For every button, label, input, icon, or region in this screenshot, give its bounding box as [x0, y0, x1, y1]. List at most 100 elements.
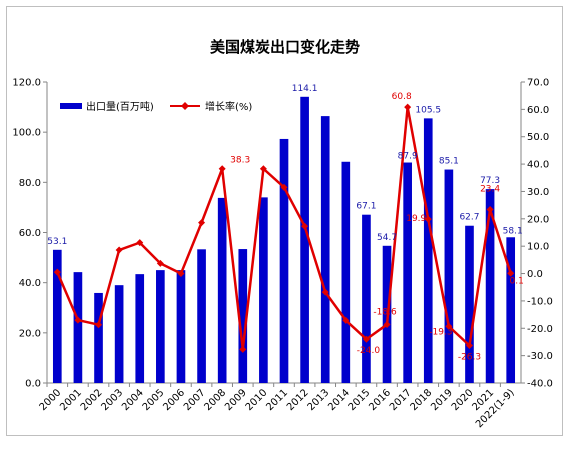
growth-rate-point — [156, 259, 164, 267]
bar — [135, 274, 145, 383]
x-tick-label: 2012 — [285, 387, 311, 413]
bar — [485, 189, 495, 383]
rate-data-label: -24.0 — [357, 346, 381, 356]
growth-rate-point — [74, 316, 82, 324]
left-tick-label: 100.0 — [12, 128, 41, 139]
left-tick-label: 20.0 — [19, 328, 41, 339]
rate-data-label: 19.9 — [406, 214, 426, 224]
bar — [114, 285, 124, 383]
x-tick-label: 2008 — [203, 387, 229, 413]
growth-rate-point — [321, 288, 329, 296]
rate-data-label: 23.4 — [480, 185, 500, 195]
right-tick-label: 60.0 — [527, 105, 549, 116]
growth-rate-point — [383, 320, 391, 328]
growth-rate-point — [115, 246, 123, 254]
bar-data-label: 77.3 — [480, 176, 500, 186]
bar — [423, 118, 433, 383]
bar — [52, 249, 62, 383]
bar-data-label: 53.1 — [47, 237, 67, 247]
growth-rate-point — [301, 222, 309, 230]
bar — [217, 197, 227, 383]
bar — [94, 292, 103, 383]
bar-data-label: 114.1 — [292, 84, 318, 94]
bar — [156, 270, 165, 383]
x-tick-label: 2020 — [450, 387, 476, 413]
x-tick-label: 2010 — [244, 387, 270, 413]
bar — [259, 197, 268, 383]
x-tick-label: 2018 — [409, 387, 435, 413]
left-tick-label: 80.0 — [19, 178, 41, 189]
legend-line-marker — [181, 102, 189, 110]
right-tick-label: -10.0 — [527, 296, 553, 307]
right-tick-label: 40.0 — [527, 160, 549, 171]
bar-data-label: 85.1 — [439, 157, 459, 167]
bar — [403, 162, 412, 383]
bar — [176, 270, 186, 383]
x-tick-label: 2015 — [347, 387, 373, 413]
x-tick-label: 2011 — [264, 387, 290, 413]
x-tick-label: 2016 — [367, 387, 393, 413]
x-tick-label: 2014 — [326, 387, 352, 413]
left-tick-label: 120.0 — [12, 78, 41, 89]
bar-data-label: 62.7 — [459, 213, 479, 223]
bar — [73, 272, 83, 383]
growth-rate-point — [198, 219, 206, 227]
bar — [465, 225, 474, 383]
left-tick-label: 60.0 — [19, 228, 41, 239]
legend-bar-swatch — [60, 103, 82, 109]
x-tick-label: 2002 — [79, 387, 105, 413]
growth-rate-point — [53, 268, 61, 276]
bar-data-label: 87.9 — [398, 152, 418, 162]
bar — [362, 214, 371, 383]
x-tick-label: 2004 — [120, 387, 146, 413]
growth-rate-point — [239, 345, 247, 353]
rate-data-label: 60.8 — [392, 92, 412, 102]
bar — [506, 237, 516, 383]
rate-data-label: 0.1 — [510, 276, 524, 286]
bar — [300, 96, 309, 383]
bar-data-label: 54.7 — [377, 233, 397, 243]
growth-rate-point — [424, 215, 432, 223]
growth-rate-point — [95, 321, 103, 329]
legend-line-label: 增长率(%) — [205, 100, 252, 113]
right-tick-label: 70.0 — [527, 78, 549, 89]
growth-rate-point — [486, 206, 494, 214]
rate-data-label: -26.3 — [458, 353, 481, 363]
bar-data-label: 105.5 — [415, 105, 441, 115]
legend-bar-label: 出口量(百万吨) — [86, 100, 154, 113]
x-tick-label: 2006 — [161, 387, 187, 413]
bar — [238, 249, 248, 383]
growth-rate-point — [404, 103, 412, 111]
growth-rate-point — [507, 269, 515, 277]
growth-rate-point — [342, 316, 350, 324]
right-tick-label: 10.0 — [527, 242, 549, 253]
chart-frame — [6, 6, 563, 436]
bar — [444, 169, 454, 383]
growth-rate-point — [445, 322, 453, 330]
bar — [197, 249, 206, 383]
right-tick-label: 30.0 — [527, 187, 549, 198]
growth-rate-point — [136, 239, 144, 247]
rate-data-label: 38.3 — [230, 156, 250, 166]
x-tick-label: 2007 — [182, 387, 208, 413]
bar — [320, 116, 330, 383]
right-tick-label: 50.0 — [527, 132, 549, 143]
right-tick-label: -30.0 — [527, 351, 553, 362]
growth-rate-point — [177, 270, 185, 278]
legend: 出口量(百万吨) 增长率(%) — [60, 100, 252, 113]
right-tick-label: -20.0 — [527, 324, 553, 335]
right-tick-label: 20.0 — [527, 214, 549, 225]
x-tick-label: 2003 — [99, 387, 125, 413]
bar-data-label: 67.1 — [356, 202, 376, 212]
bar-data-label: 58.1 — [503, 226, 523, 236]
x-tick-label: 2019 — [429, 387, 455, 413]
x-tick-label: 2000 — [38, 387, 64, 413]
rate-data-label: -18.6 — [373, 307, 397, 317]
x-tick-label: 2013 — [306, 387, 332, 413]
growth-rate-point — [218, 165, 226, 173]
x-tick-label: 2009 — [223, 387, 249, 413]
x-tick-label: 2017 — [388, 387, 414, 413]
x-tick-label: 2001 — [58, 387, 84, 413]
